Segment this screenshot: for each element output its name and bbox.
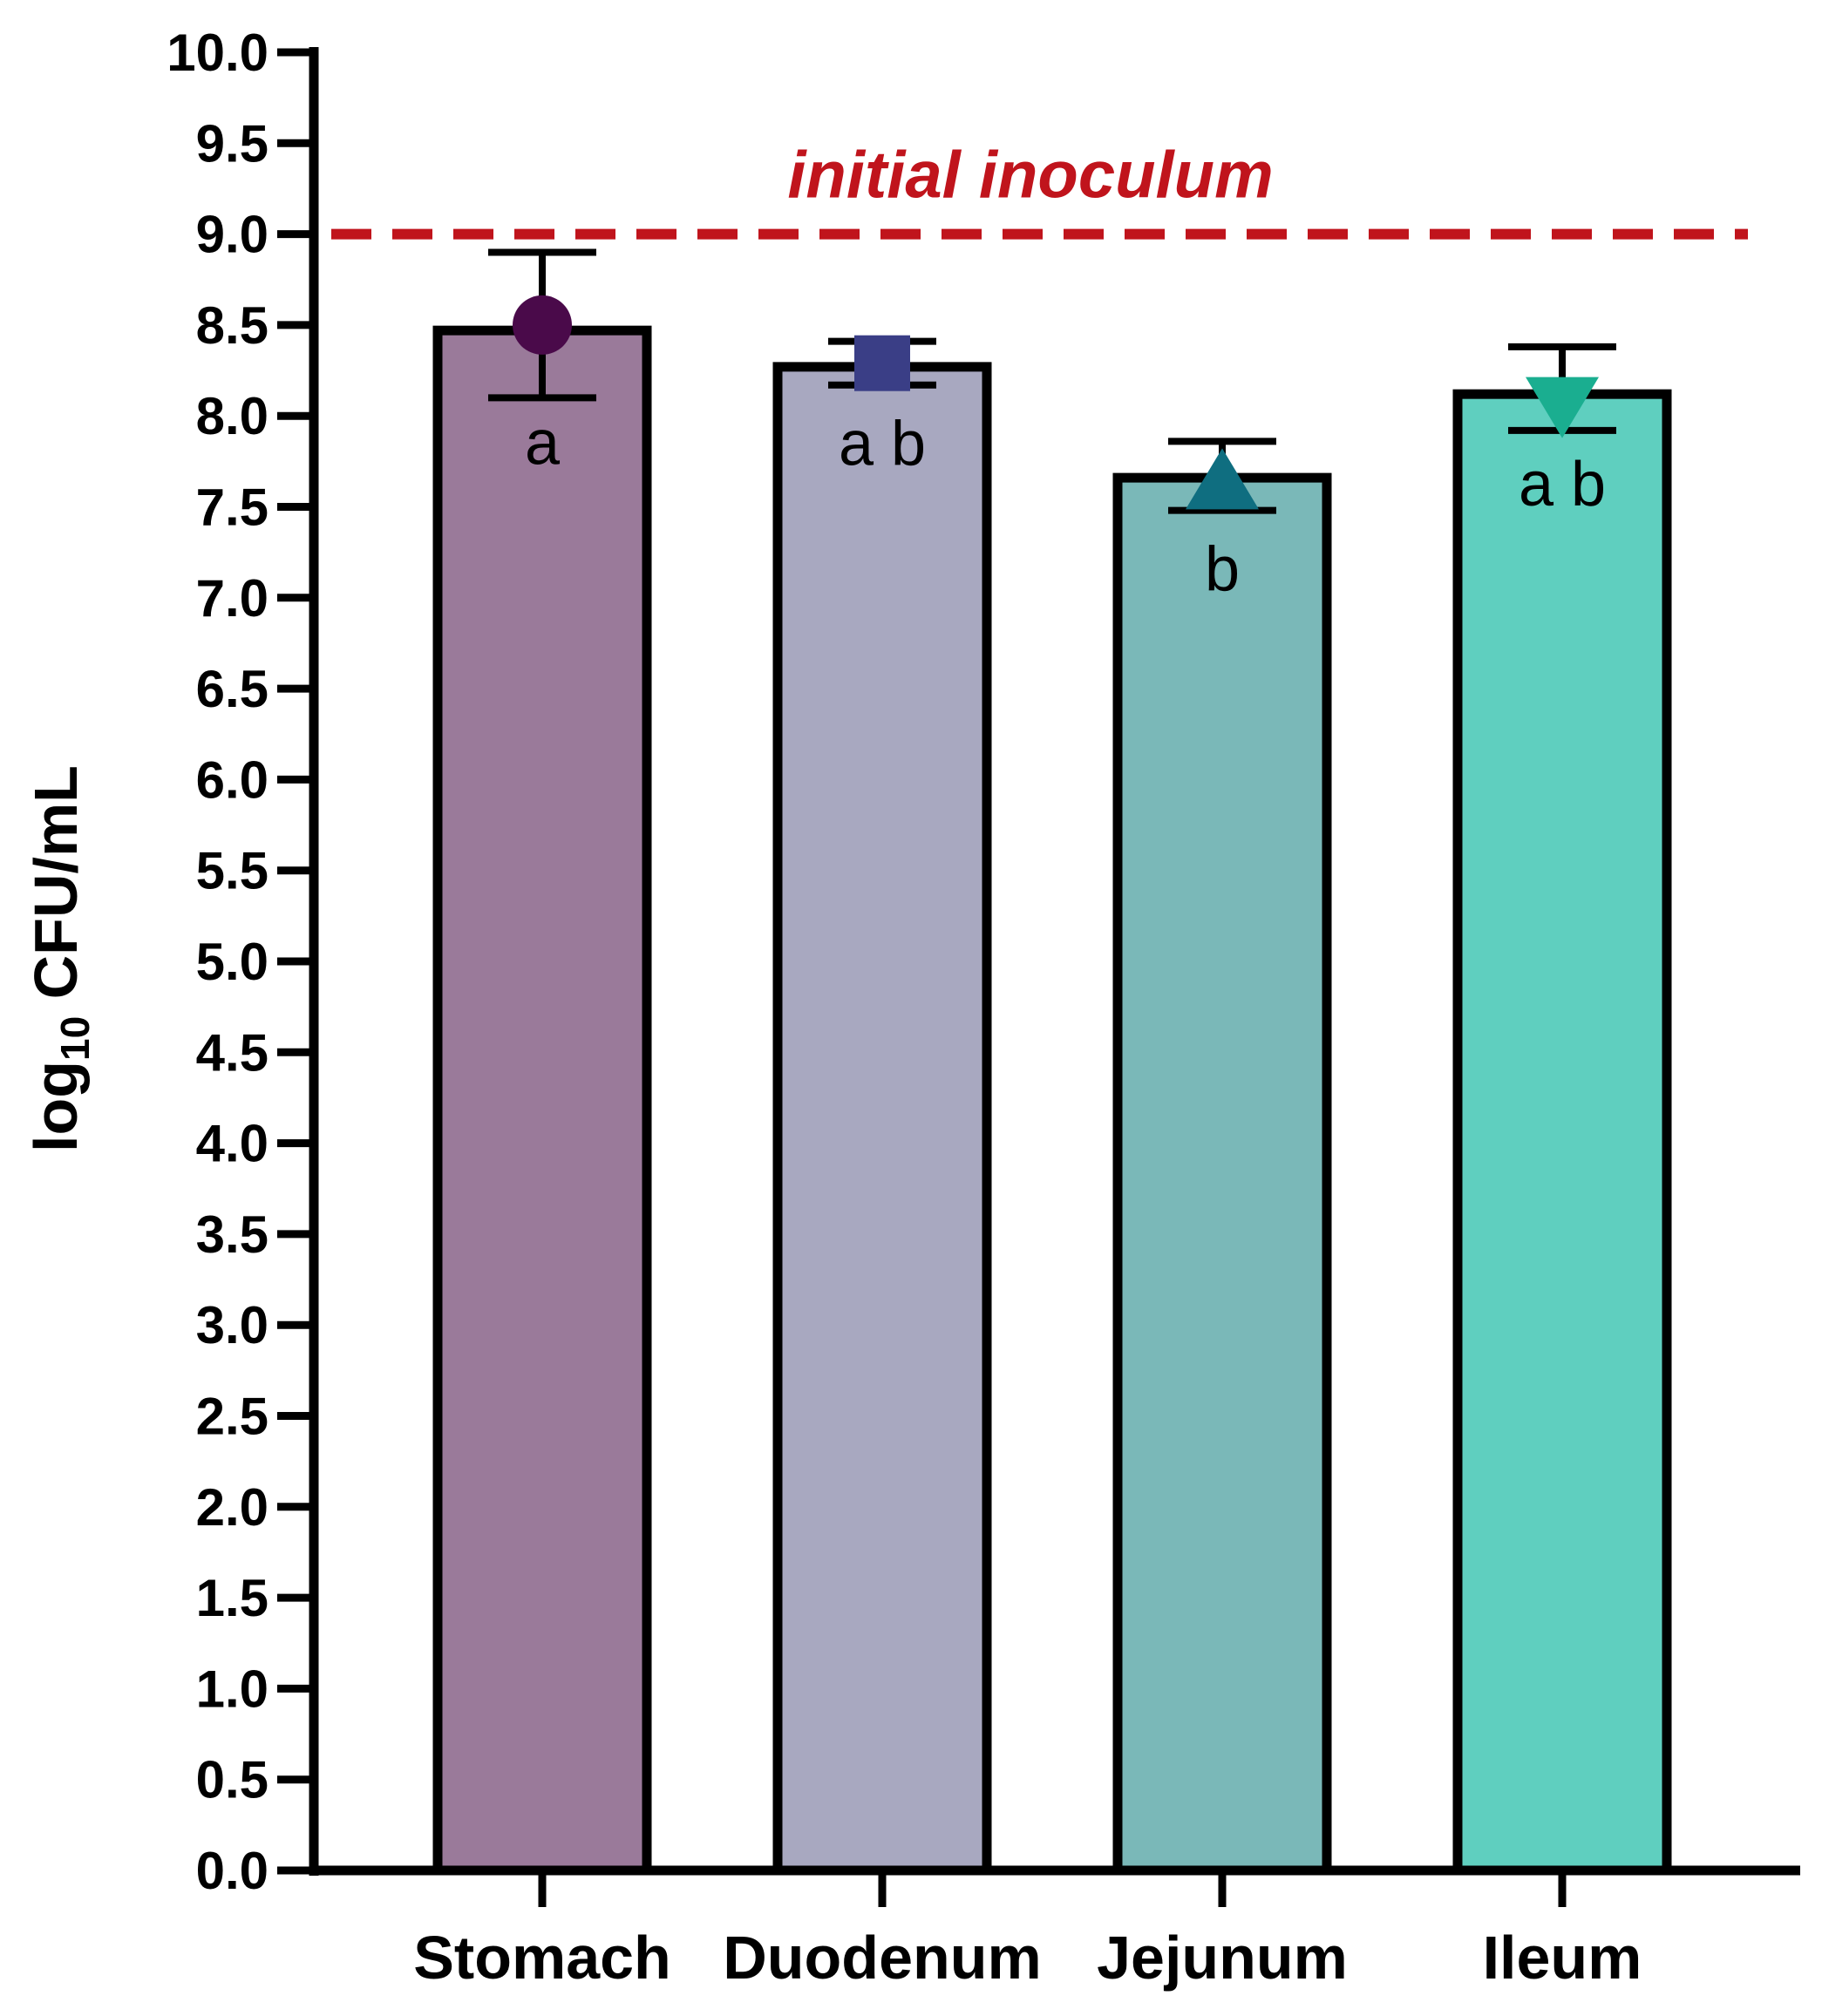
y-tick-label: 9.5 <box>196 114 269 173</box>
y-axis-label-subscript: 10 <box>52 1016 98 1061</box>
y-tick-label: 5.5 <box>196 842 269 900</box>
bar-jejunum <box>1112 472 1332 1876</box>
y-tick-label: 7.5 <box>196 479 269 537</box>
x-tick-label-ileum: Ileum <box>1483 1924 1642 1992</box>
y-axis-label-main: log <box>22 1061 90 1152</box>
y-tick-label: 6.5 <box>196 660 269 718</box>
markers <box>513 295 1599 510</box>
y-tick-label: 0.5 <box>196 1751 269 1809</box>
y-tick-label: 7.0 <box>196 569 269 628</box>
y-axis-label: log10 CFU/mL <box>22 765 98 1152</box>
bars <box>432 325 1672 1876</box>
y-tick-label: 4.5 <box>196 1023 269 1082</box>
y-tick-label: 0.0 <box>196 1842 269 1900</box>
significance-label-jejunum: b <box>1205 535 1240 605</box>
svg-text:log10 CFU/mL: log10 CFU/mL <box>22 765 98 1152</box>
x-tick-label-jejunum: Jejunum <box>1097 1924 1348 1992</box>
reference-line-label: initial inoculum <box>787 139 1273 213</box>
marker-duodenum <box>854 335 910 391</box>
y-tick-label: 3.0 <box>196 1296 269 1354</box>
y-tick-label: 5.0 <box>196 933 269 991</box>
x-tick-label-stomach: Stomach <box>413 1924 671 1992</box>
y-tick-label: 1.0 <box>196 1660 269 1718</box>
bar-ileum <box>1452 389 1672 1876</box>
marker-jejunum <box>1186 448 1259 510</box>
y-tick-label: 8.5 <box>196 296 269 355</box>
y-tick-label: 3.5 <box>196 1205 269 1264</box>
y-tick-label: 1.5 <box>196 1569 269 1627</box>
reference-line-group: initial inoculum <box>331 139 1748 240</box>
y-tick-label: 2.5 <box>196 1388 269 1446</box>
marker-ileum <box>1526 377 1599 438</box>
y-axis-label-rest: CFU/mL <box>22 765 90 1016</box>
y-tick-label: 10.0 <box>167 24 269 82</box>
significance-label-ileum: a b <box>1519 450 1606 519</box>
y-tick-label: 6.0 <box>196 750 269 809</box>
significance-labels: a a b b a b <box>525 408 1606 604</box>
marker-stomach <box>513 295 572 355</box>
significance-label-duodenum: a b <box>839 410 926 479</box>
significance-label-stomach: a <box>525 408 561 478</box>
bar-duodenum <box>772 362 992 1876</box>
y-tick-label: 2.0 <box>196 1478 269 1537</box>
y-tick-label: 4.0 <box>196 1115 269 1173</box>
x-tick-label-duodenum: Duodenum <box>723 1924 1042 1992</box>
y-tick-label: 8.0 <box>196 387 269 445</box>
error-bars <box>488 248 1616 514</box>
bar-stomach <box>432 325 652 1876</box>
axes: 0.0 0.5 1.0 1.5 2.0 2.5 3.0 3.5 4.0 4.5 5.0 5.5 6.0 6… <box>167 24 1800 1992</box>
y-tick-label: 9.0 <box>196 206 269 264</box>
